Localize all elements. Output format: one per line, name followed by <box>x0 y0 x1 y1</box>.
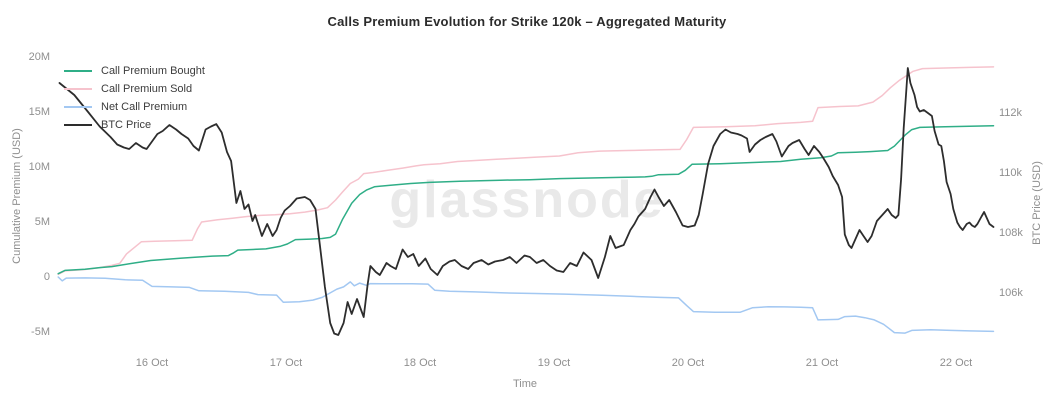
y-right-tick-label: 108k <box>999 227 1023 239</box>
x-axis-label: Time <box>512 378 538 390</box>
x-tick-label: 22 Oct <box>939 357 973 369</box>
x-tick-label: 20 Oct <box>671 357 705 369</box>
legend-line-swatch-icon <box>64 124 92 126</box>
chart-title: Calls Premium Evolution for Strike 120k … <box>327 14 727 29</box>
series-line-call-premium-bought <box>57 125 995 275</box>
legend: Call Premium Bought Call Premium Sold Net … <box>64 62 205 134</box>
y-left-tick-label: 20M <box>28 51 50 63</box>
legend-item-net-call-premium[interactable]: Net Call Premium <box>64 98 205 116</box>
x-tick-label: 16 Oct <box>135 357 169 369</box>
legend-item-call-premium-bought[interactable]: Call Premium Bought <box>64 62 205 80</box>
legend-item-call-premium-sold[interactable]: Call Premium Sold <box>64 80 205 98</box>
y-axis-label-left: Cumulative Premium (USD) <box>11 128 23 264</box>
legend-line-swatch-icon <box>64 70 92 72</box>
y-left-tick-label: 15M <box>28 106 50 118</box>
legend-line-swatch-icon <box>64 106 92 108</box>
y-left-tick-label: -5M <box>31 326 50 338</box>
legend-item-label: Call Premium Sold <box>101 83 193 95</box>
y-right-tick-label: 106k <box>999 287 1023 299</box>
x-tick-label: 19 Oct <box>537 357 571 369</box>
x-tick-label: 18 Oct <box>403 357 437 369</box>
series-line-call-premium-sold <box>57 66 995 276</box>
y-left-tick-label: 10M <box>28 161 50 173</box>
legend-item-btc-price[interactable]: BTC Price <box>64 116 205 134</box>
y-right-tick-label: 110k <box>999 167 1023 179</box>
series-line-btc-price <box>58 67 995 336</box>
y-right-tick-label: 112k <box>999 107 1023 119</box>
legend-item-label: Call Premium Bought <box>101 65 205 77</box>
series-line-net-call-premium <box>57 276 995 334</box>
legend-item-label: Net Call Premium <box>101 101 188 113</box>
y-left-tick-label: 5M <box>34 216 50 228</box>
glassnode-watermark: glassnode <box>389 171 665 229</box>
y-left-tick-label: 0 <box>43 271 50 283</box>
x-tick-label: 17 Oct <box>269 357 303 369</box>
legend-item-label: BTC Price <box>101 119 152 131</box>
x-tick-label: 21 Oct <box>805 357 839 369</box>
legend-line-swatch-icon <box>64 88 92 90</box>
